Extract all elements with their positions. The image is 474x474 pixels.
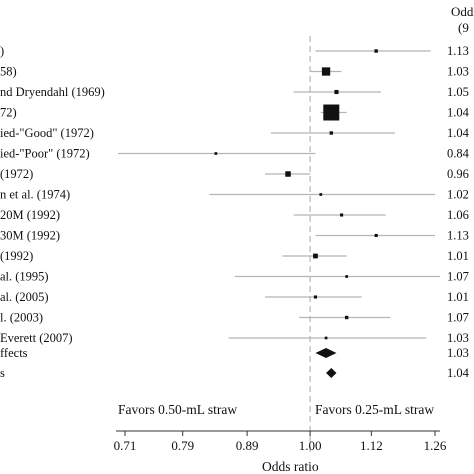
- study-row: nd Dryendahl (1969) 1.05: [0, 85, 469, 99]
- study-row: ) 1.13: [0, 44, 469, 58]
- summary-diamond: [315, 348, 337, 358]
- point-estimate: [374, 233, 378, 238]
- study-row: 58) 1.03: [0, 65, 469, 79]
- summary-label: ffects: [0, 346, 28, 360]
- study-row: ied-"Poor" (1972) 0.84: [0, 147, 470, 161]
- summary-odds-ratio-value: 1.03: [447, 346, 469, 360]
- point-estimate: [329, 131, 333, 135]
- study-label: ied-"Good" (1972): [0, 126, 94, 140]
- study-row: (1992) 1.01: [0, 249, 469, 263]
- odds-ratio-value: 0.96: [447, 167, 469, 181]
- study-label: Everett (2007): [0, 331, 73, 345]
- odds-ratio-value: 1.13: [447, 229, 469, 243]
- odds-ratio-value: 0.84: [447, 147, 470, 161]
- x-axis-title: Odds ratio: [262, 459, 319, 474]
- study-row: Everett (2007) 1.03: [0, 331, 469, 345]
- point-estimate: [313, 295, 318, 299]
- odds-ratio-value: 1.04: [447, 126, 470, 140]
- study-label: (1992): [0, 249, 33, 263]
- point-estimate: [321, 67, 331, 76]
- study-label: ): [0, 44, 4, 58]
- study-row: al. (1995) 1.07: [0, 270, 469, 284]
- odds-ratio-value: 1.02: [447, 188, 469, 202]
- point-estimate: [313, 253, 318, 259]
- x-tick-label: 1.00: [299, 438, 322, 453]
- odds-ratio-value: 1.03: [447, 331, 469, 345]
- or-column-header: Odds (9: [451, 4, 474, 35]
- point-estimate: [374, 49, 378, 53]
- study-label: l. (2003): [0, 311, 43, 325]
- study-row: l. (2003) 1.07: [0, 311, 469, 325]
- summary-odds-ratio-value: 1.04: [447, 366, 470, 380]
- point-estimate: [323, 104, 340, 121]
- study-label: al. (2005): [0, 290, 49, 304]
- odds-ratio-value: 1.07: [447, 270, 469, 284]
- favors-right-label: Favors 0.25-mL straw: [315, 402, 434, 417]
- summary-row: s 1.04: [0, 366, 470, 380]
- point-estimate: [324, 336, 328, 340]
- point-estimate: [285, 171, 291, 177]
- odds-ratio-value: 1.13: [447, 44, 469, 58]
- study-label: al. (1995): [0, 270, 49, 284]
- odds-ratio-value: 1.01: [447, 290, 469, 304]
- study-label: n et al. (1974): [0, 188, 70, 202]
- study-label: 58): [0, 65, 17, 79]
- odds-ratio-value: 1.04: [447, 106, 470, 120]
- summary-rows: ffects 1.03 s 1.04: [0, 346, 470, 380]
- summary-label: s: [0, 366, 5, 380]
- study-row: (1972) 0.96: [0, 167, 469, 181]
- point-estimate: [334, 89, 339, 95]
- study-label: nd Dryendahl (1969): [0, 85, 105, 99]
- summary-diamond: [326, 368, 337, 378]
- x-tick-label: 0.89: [236, 438, 259, 453]
- study-label: 72): [0, 106, 17, 120]
- x-axis: Favors 0.50-mL straw Favors 0.25-mL stra…: [114, 402, 447, 474]
- odds-ratio-value: 1.01: [447, 249, 469, 263]
- study-label: 30M (1992): [0, 229, 60, 243]
- study-row: 20M (1992) 1.06: [0, 208, 469, 222]
- or-header-line2: (9: [458, 20, 469, 35]
- study-row: ied-"Good" (1972) 1.04: [0, 126, 470, 140]
- point-estimate: [344, 315, 349, 320]
- odds-ratio-value: 1.05: [447, 85, 469, 99]
- summary-row: ffects 1.03: [0, 346, 469, 360]
- or-header-line1: Odds: [451, 4, 474, 19]
- study-rows: ) 1.13 58) 1.03 nd Dryendahl (1969) 1.05 72) 1.…: [0, 44, 470, 345]
- study-row: 72) 1.04: [0, 104, 470, 121]
- study-row: 30M (1992) 1.13: [0, 229, 469, 243]
- study-row: al. (2005) 1.01: [0, 290, 469, 304]
- x-tick-label: 1.12: [360, 438, 383, 453]
- x-tick-label: 0.79: [171, 438, 194, 453]
- x-tick-label: 1.26: [424, 438, 447, 453]
- x-tick-label: 0.71: [114, 438, 137, 453]
- point-estimate: [319, 193, 323, 196]
- study-label: ied-"Poor" (1972): [0, 147, 90, 161]
- study-row: n et al. (1974) 1.02: [0, 188, 469, 202]
- point-estimate: [214, 152, 218, 155]
- point-estimate: [340, 213, 344, 217]
- odds-ratio-value: 1.06: [447, 208, 469, 222]
- odds-ratio-value: 1.07: [447, 311, 469, 325]
- point-estimate: [345, 275, 349, 278]
- odds-ratio-value: 1.03: [447, 65, 469, 79]
- study-label: (1972): [0, 167, 33, 181]
- study-label: 20M (1992): [0, 208, 60, 222]
- favors-left-label: Favors 0.50-mL straw: [118, 402, 237, 417]
